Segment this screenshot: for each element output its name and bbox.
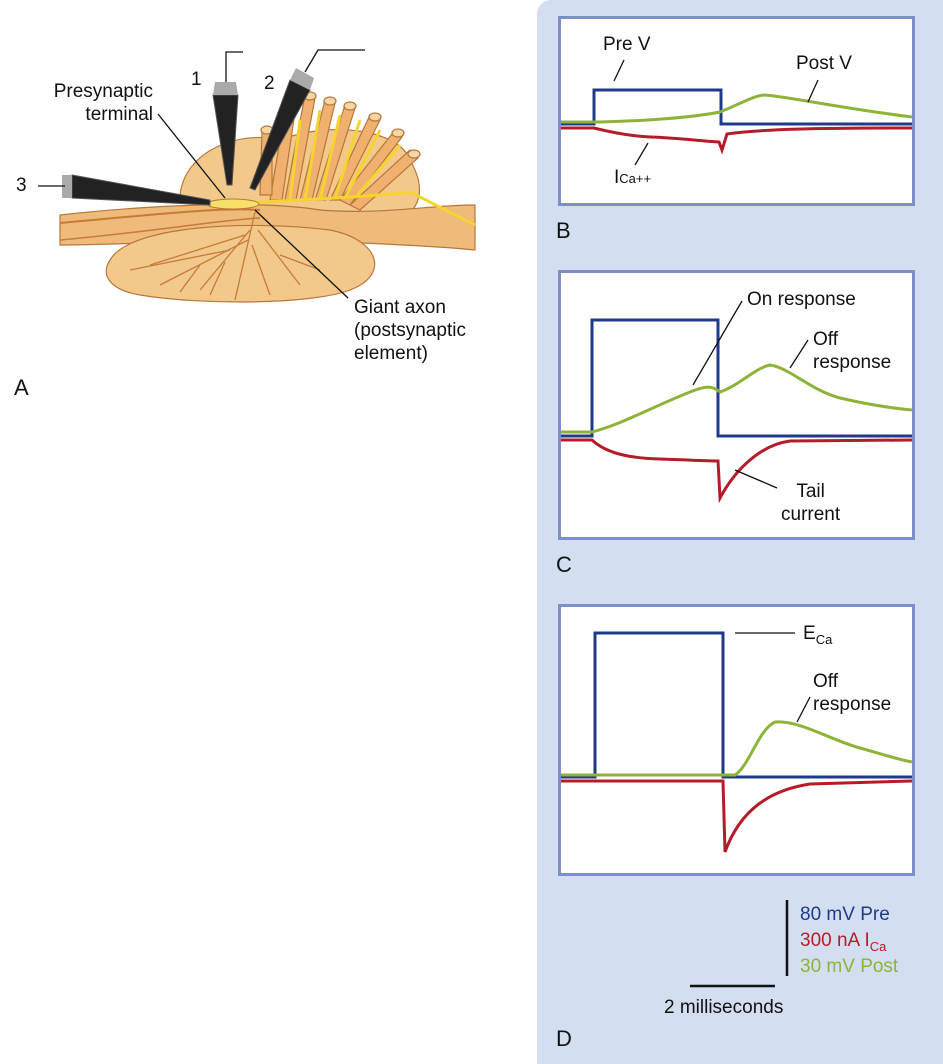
- panel-letter-d: D: [556, 1026, 572, 1051]
- electrode-2-label: 2: [264, 73, 275, 94]
- electrode-2: [249, 49, 365, 191]
- giant-axon-leader: [254, 209, 349, 299]
- tail-current-leader: [734, 469, 778, 489]
- post-v-leader: [807, 79, 819, 103]
- post-v-trace-d: [561, 720, 913, 777]
- lower-lobe: [105, 224, 376, 303]
- post-v-trace-b: [561, 93, 913, 124]
- pre-v-label: Pre V: [603, 34, 651, 55]
- electrode-1-label: 1: [191, 69, 202, 90]
- on-response-leader: [692, 300, 743, 386]
- presynaptic-leader: [157, 113, 226, 199]
- ica-trace-c: [561, 438, 913, 504]
- presynaptic-yellow: [214, 109, 476, 227]
- giant-axon: [59, 208, 261, 224]
- ica-label-b: ICa++: [614, 167, 652, 188]
- trace-box-b: [558, 16, 915, 206]
- time-scale-label: 2 milliseconds: [664, 997, 784, 1018]
- off-response-leader-d: [796, 696, 811, 723]
- panel-letter-b: B: [556, 218, 571, 243]
- scale-post-label: 30 mV Post: [800, 956, 899, 977]
- trace-box-c: [558, 270, 915, 540]
- pre-v-trace-d: [561, 631, 912, 779]
- tail-current-label: Tail current: [781, 481, 841, 525]
- presynaptic-terminal-label: Presynaptic terminal: [53, 81, 153, 125]
- electrode-3-label: 3: [16, 175, 27, 196]
- panel-letter-c: C: [556, 552, 572, 577]
- off-response-label-c: Off response: [813, 329, 892, 373]
- scale-pre-label: 80 mV Pre: [800, 904, 890, 925]
- off-response-leader-c: [789, 339, 809, 369]
- giant-axon-label: Giant axon (postsynaptic element): [354, 297, 466, 364]
- post-v-trace-c: [561, 363, 913, 434]
- off-response-label-d: Off response: [813, 671, 892, 715]
- pre-v-trace-b: [561, 88, 912, 126]
- scale-ica-label: 300 nA ICa: [800, 930, 887, 954]
- pre-v-leader: [613, 59, 625, 82]
- panel-letter-a: A: [14, 375, 29, 400]
- axon-branches: [129, 211, 321, 301]
- eca-label: ECa: [803, 623, 833, 647]
- electrode-1: [212, 51, 243, 186]
- ica-trace-b: [561, 126, 913, 155]
- electrode-3: [38, 174, 211, 206]
- pre-v-trace-c: [561, 318, 912, 438]
- ica-trace-d: [561, 779, 913, 853]
- ica-leader-b: [634, 142, 649, 166]
- on-response-label: On response: [747, 289, 856, 310]
- post-v-label: Post V: [796, 53, 852, 74]
